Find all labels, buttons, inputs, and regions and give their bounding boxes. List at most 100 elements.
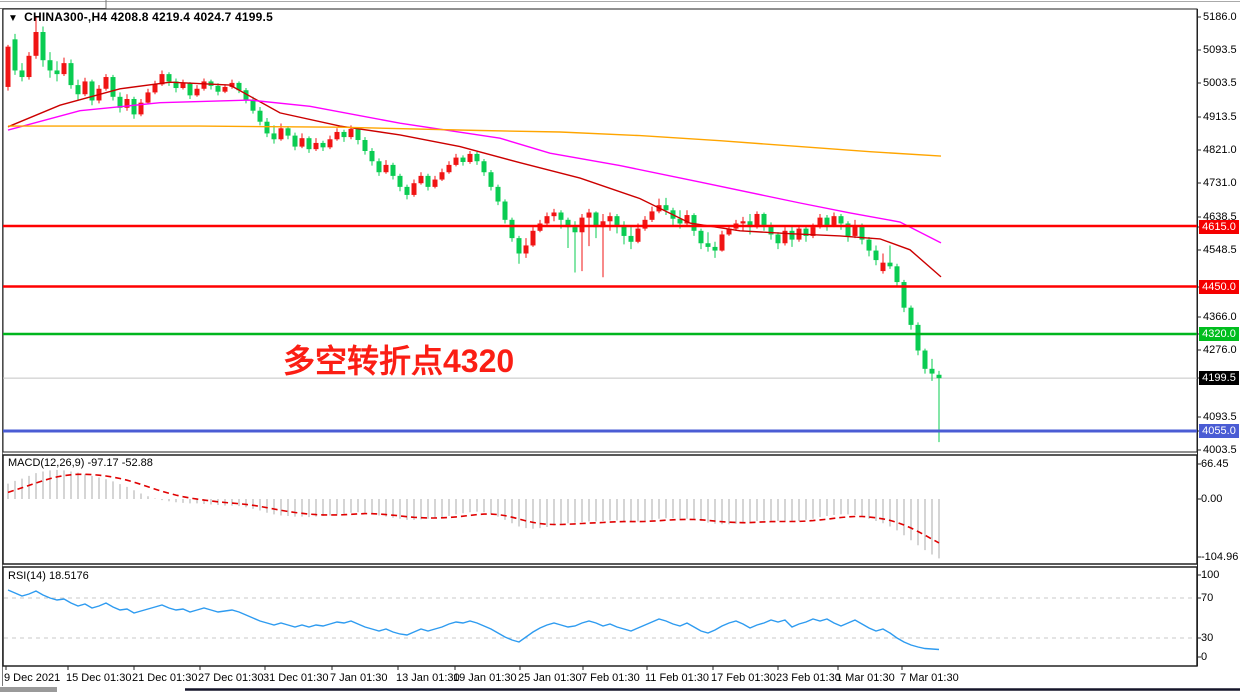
candle-body [705, 243, 711, 247]
candle-body [929, 368, 935, 374]
rsi-axis-label-100: 100 [1201, 569, 1220, 581]
candle-body [586, 212, 592, 218]
candle-body [593, 212, 599, 228]
candle-body [474, 153, 480, 162]
price-axis-label-4548.5: 4548.5 [1203, 244, 1237, 256]
candle-body [257, 110, 263, 122]
candle-body [726, 228, 732, 235]
candle-body [68, 63, 74, 86]
candle-body [614, 216, 620, 225]
time-axis-label: 17 Feb 01:30 [711, 672, 776, 684]
price-badge-4615.0: 4615.0 [1199, 220, 1239, 234]
candle-body [544, 216, 550, 224]
candle-body [887, 262, 893, 267]
candle-body [40, 32, 46, 61]
chart-dropdown-arrow[interactable]: ▼ [8, 13, 19, 24]
candle-body [712, 246, 718, 251]
rsi-axis-label-70: 70 [1201, 592, 1214, 604]
candle-body [600, 221, 606, 228]
time-axis-label: 7 Feb 01:30 [581, 672, 640, 684]
candle-body [488, 172, 494, 187]
chart-text-annotation: 多空转折点4320 [283, 343, 515, 379]
candle-body [334, 131, 340, 140]
price-axis-label-5003.5: 5003.5 [1203, 77, 1237, 89]
candle-body [775, 234, 781, 244]
candle-body [803, 228, 809, 236]
candle-body [320, 142, 326, 148]
candle-body [110, 77, 116, 97]
ma-fast-red [7, 81, 942, 278]
candle-body [264, 121, 270, 134]
price-axis-label-4093.5: 4093.5 [1203, 411, 1237, 423]
main-panel-border [2, 8, 1198, 453]
candle-body [243, 90, 249, 100]
candle-body [873, 250, 879, 261]
macd-indicator-label: MACD(12,26,9) -97.17 -52.88 [8, 457, 153, 469]
candle-body [194, 88, 200, 96]
ma-slow-orange [8, 125, 942, 157]
scrollbar-thumb[interactable] [0, 687, 57, 692]
candle-body [89, 81, 95, 101]
candle-body [376, 161, 382, 173]
candle-body [768, 224, 774, 235]
candle-body [642, 219, 648, 229]
candle-body [824, 217, 830, 225]
candle-body [5, 46, 11, 87]
candle-body [215, 85, 221, 92]
time-axis-label: 15 Dec 01:30 [66, 672, 132, 684]
candle-body [481, 161, 487, 173]
candle-body [12, 39, 18, 71]
candle-body [572, 227, 578, 233]
candle-body [446, 164, 452, 173]
candle-body [558, 212, 564, 220]
candle-body [131, 99, 137, 115]
time-axis-label: 21 Dec 01:30 [132, 672, 198, 684]
macd-panel-border [2, 454, 1198, 565]
price-axis-label-5186.0: 5186.0 [1203, 11, 1237, 23]
candle-body [292, 135, 298, 147]
candle-body [649, 211, 655, 220]
candle-body [180, 83, 186, 89]
candle-body [278, 128, 284, 140]
candle-body [502, 201, 508, 220]
candle-body [348, 129, 354, 138]
rsi-axis-label-0: 0 [1201, 651, 1208, 663]
price-axis-label-4003.5: 4003.5 [1203, 444, 1237, 456]
candle-body [327, 139, 333, 148]
candle-body [124, 99, 130, 108]
candle-body [138, 102, 144, 115]
rsi-axis-label-30: 30 [1201, 632, 1214, 644]
candle-body [852, 224, 858, 236]
candle-body [369, 150, 375, 162]
candle-body [47, 60, 53, 71]
time-axis-label: 23 Feb 01:30 [776, 672, 841, 684]
candle-body [747, 221, 753, 228]
time-axis-label: 13 Jan 01:30 [396, 672, 460, 684]
candle-body [439, 172, 445, 180]
candle-body [404, 186, 410, 195]
candle-body [936, 374, 942, 379]
price-badge-4199.5: 4199.5 [1199, 371, 1239, 385]
candle-body [418, 175, 424, 184]
chart-title-bar: ▼ CHINA300-,H4 4208.8 4219.4 4024.7 4199.… [8, 10, 273, 24]
candle-body [33, 32, 39, 56]
candle-body [782, 230, 788, 244]
candle-body [761, 213, 767, 225]
candle-body [229, 82, 235, 87]
ma-mid-magenta [7, 99, 942, 244]
candle-body [691, 215, 697, 231]
candle-body [516, 238, 522, 254]
candle-body [663, 205, 669, 211]
candle-body [530, 230, 536, 246]
candle-body [362, 140, 368, 151]
candle-body [166, 74, 172, 82]
candle-body [908, 307, 914, 325]
candle-body [152, 84, 158, 93]
candle-body [677, 218, 683, 224]
time-axis-label: 11 Feb 01:30 [645, 672, 710, 684]
time-axis-label: 7 Mar 01:30 [900, 672, 959, 684]
macd-signal-line [7, 473, 940, 544]
chart-title: CHINA300-,H4 4208.8 4219.4 4024.7 4199.5 [24, 10, 273, 24]
candle-body [523, 245, 529, 254]
